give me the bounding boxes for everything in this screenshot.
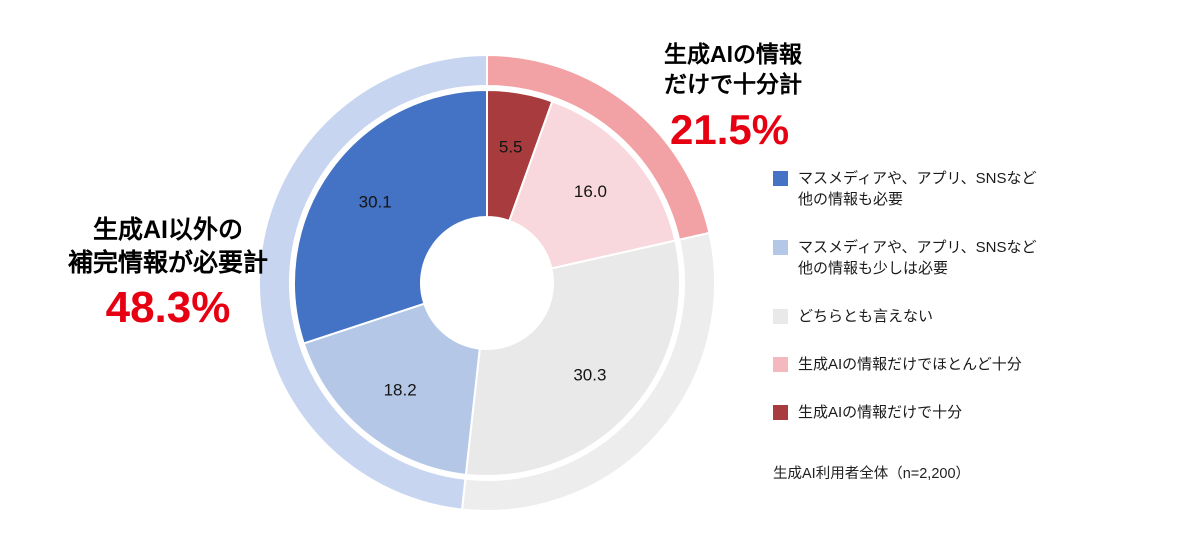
value-label: 30.1 bbox=[359, 193, 392, 212]
legend-label: マスメディアや、アプリ、SNSなど 他の情報も少しは必要 bbox=[798, 239, 1037, 277]
legend-item: マスメディアや、アプリ、SNSなど 他の情報も必要 bbox=[773, 168, 1173, 210]
legend-swatch-lightblue bbox=[773, 240, 788, 255]
legend-item: どちらとも言えない bbox=[773, 306, 1173, 327]
legend-swatch-pink bbox=[773, 357, 788, 372]
legend-item: 生成AIの情報だけでほとんど十分 bbox=[773, 354, 1173, 375]
left-callout-title: 生成AI以外の 補完情報が必要計 bbox=[67, 216, 268, 277]
legend-item: マスメディアや、アプリ、SNSなど 他の情報も少しは必要 bbox=[773, 237, 1173, 279]
value-label: 5.5 bbox=[499, 138, 523, 157]
donut-slice bbox=[293, 88, 488, 345]
legend-swatch-blue bbox=[773, 171, 788, 186]
legend-label: マスメディアや、アプリ、SNSなど 他の情報も必要 bbox=[798, 170, 1037, 208]
legend-label: どちらとも言えない bbox=[798, 308, 934, 325]
value-label: 30.3 bbox=[573, 365, 606, 384]
sample-note: 生成AI利用者全体（n=2,200） bbox=[773, 466, 971, 482]
legend-label: 生成AIの情報だけでほとんど十分 bbox=[798, 356, 1022, 373]
legend-swatch-darkred bbox=[773, 405, 788, 420]
right-callout: 生成AIの情報 だけで十分計 21.5% bbox=[664, 40, 964, 152]
right-callout-title: 生成AIの情報 だけで十分計 bbox=[664, 41, 802, 97]
legend: マスメディアや、アプリ、SNSなど 他の情報も必要 マスメディアや、アプリ、SN… bbox=[773, 168, 1173, 450]
right-callout-value: 21.5% bbox=[670, 105, 790, 153]
donut-slice bbox=[508, 100, 677, 270]
donut-slice bbox=[302, 302, 481, 476]
value-label: 16.0 bbox=[574, 182, 607, 201]
left-callout: 生成AI以外の 補完情報が必要計 48.3% bbox=[46, 214, 290, 331]
legend-item: 生成AIの情報だけで十分 bbox=[773, 402, 1173, 423]
value-label: 18.2 bbox=[384, 381, 417, 400]
group-band bbox=[258, 53, 488, 511]
legend-swatch-gray bbox=[773, 309, 788, 324]
left-callout-value: 48.3% bbox=[105, 283, 231, 332]
donut-slice bbox=[464, 239, 681, 477]
legend-label: 生成AIの情報だけで十分 bbox=[798, 404, 963, 421]
